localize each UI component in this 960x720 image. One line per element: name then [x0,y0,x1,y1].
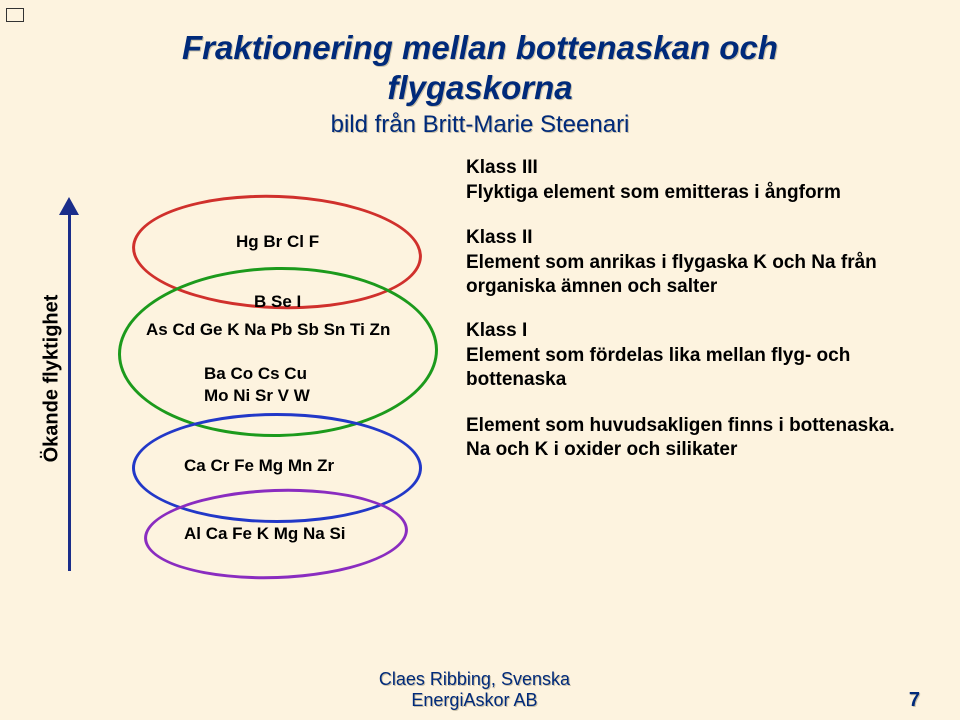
klass-3-head: Klass III [466,157,924,179]
klass-1-block: Klass I Element som fördelas lika mellan… [466,320,924,392]
corner-box [6,8,24,22]
klass-3-body: Flyktiga element som emitteras i ångform [466,181,924,205]
footer: Claes Ribbing, Svenska EnergiAskor AB 7 [0,669,960,712]
slide-subtitle: bild från Britt-Marie Steenari [36,111,924,139]
footer-credit: Claes Ribbing, Svenska EnergiAskor AB [40,669,909,712]
klass-0-block: Element som huvudsakligen finns i botten… [466,414,924,462]
title-line-1: Fraktionering mellan bottenaskan och [182,29,778,66]
diagram-panel: Ökande flyktighet Hg Br Cl F B Se I As C… [36,157,456,587]
klass-2-block: Klass II Element som anrikas i flygaska … [466,227,924,299]
klass-1-head: Klass I [466,320,924,342]
legend-panel: Klass III Flyktiga element som emitteras… [456,157,924,587]
klass-3-block: Klass III Flyktiga element som emitteras… [466,157,924,205]
title-line-2: flygaskorna [387,69,572,106]
elements-klass-3: Hg Br Cl F [236,231,319,252]
arrow-head-icon [59,197,79,215]
slide: Fraktionering mellan bottenaskan och fly… [0,0,960,720]
axis-label: Ökande flyktighet [40,295,63,463]
footer-line-2: EnergiAskor AB [411,690,537,710]
footer-line-1: Claes Ribbing, Svenska [379,669,570,689]
elements-klass-2c: Mo Ni Sr V W [204,385,310,406]
arrow-line [68,201,71,571]
page-number: 7 [909,689,920,712]
klass-0-body: Element som huvudsakligen finns i botten… [466,414,924,462]
klass-1-body: Element som fördelas lika mellan flyg- o… [466,344,924,392]
klass-2-head: Klass II [466,227,924,249]
content-area: Ökande flyktighet Hg Br Cl F B Se I As C… [36,157,924,587]
elements-klass-1: Ca Cr Fe Mg Mn Zr [184,455,334,476]
klass-2-body: Element som anrikas i flygaska K och Na … [466,251,924,299]
elements-klass-0: Al Ca Fe K Mg Na Si [184,523,346,544]
elements-klass-2b: Ba Co Cs Cu [204,363,307,384]
elements-klass-2a: As Cd Ge K Na Pb Sb Sn Ti Zn [146,319,426,340]
elements-bse: B Se I [254,291,301,312]
slide-title: Fraktionering mellan bottenaskan och fly… [36,28,924,107]
